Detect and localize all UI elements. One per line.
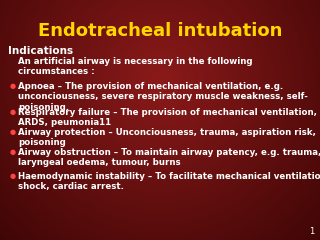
Text: ●: ●	[10, 83, 16, 89]
Text: ●: ●	[10, 129, 16, 135]
Text: Apnoea – The provision of mechanical ventilation, e.g.
unconciousness, severe re: Apnoea – The provision of mechanical ven…	[18, 82, 308, 112]
Text: 1: 1	[309, 227, 314, 236]
Text: ●: ●	[10, 173, 16, 179]
Text: ●: ●	[10, 149, 16, 155]
Text: Endotracheal intubation: Endotracheal intubation	[38, 22, 282, 40]
Text: ●: ●	[10, 109, 16, 115]
Text: Airway obstruction – To maintain airway patency, e.g. trauma,
laryngeal oedema, : Airway obstruction – To maintain airway …	[18, 148, 320, 168]
Text: Respiratory failure – The provision of mechanical ventilation, e.g.
ARDS, peumon: Respiratory failure – The provision of m…	[18, 108, 320, 127]
Text: An artificial airway is necessary in the following
circumstances :: An artificial airway is necessary in the…	[18, 57, 252, 76]
Text: Indications: Indications	[8, 46, 73, 56]
Text: Airway protection – Unconciousness, trauma, aspiration risk,
poisoning: Airway protection – Unconciousness, trau…	[18, 128, 316, 147]
Text: Haemodynamic instability – To facilitate mechanical ventilation, e.g.
shock, car: Haemodynamic instability – To facilitate…	[18, 172, 320, 192]
